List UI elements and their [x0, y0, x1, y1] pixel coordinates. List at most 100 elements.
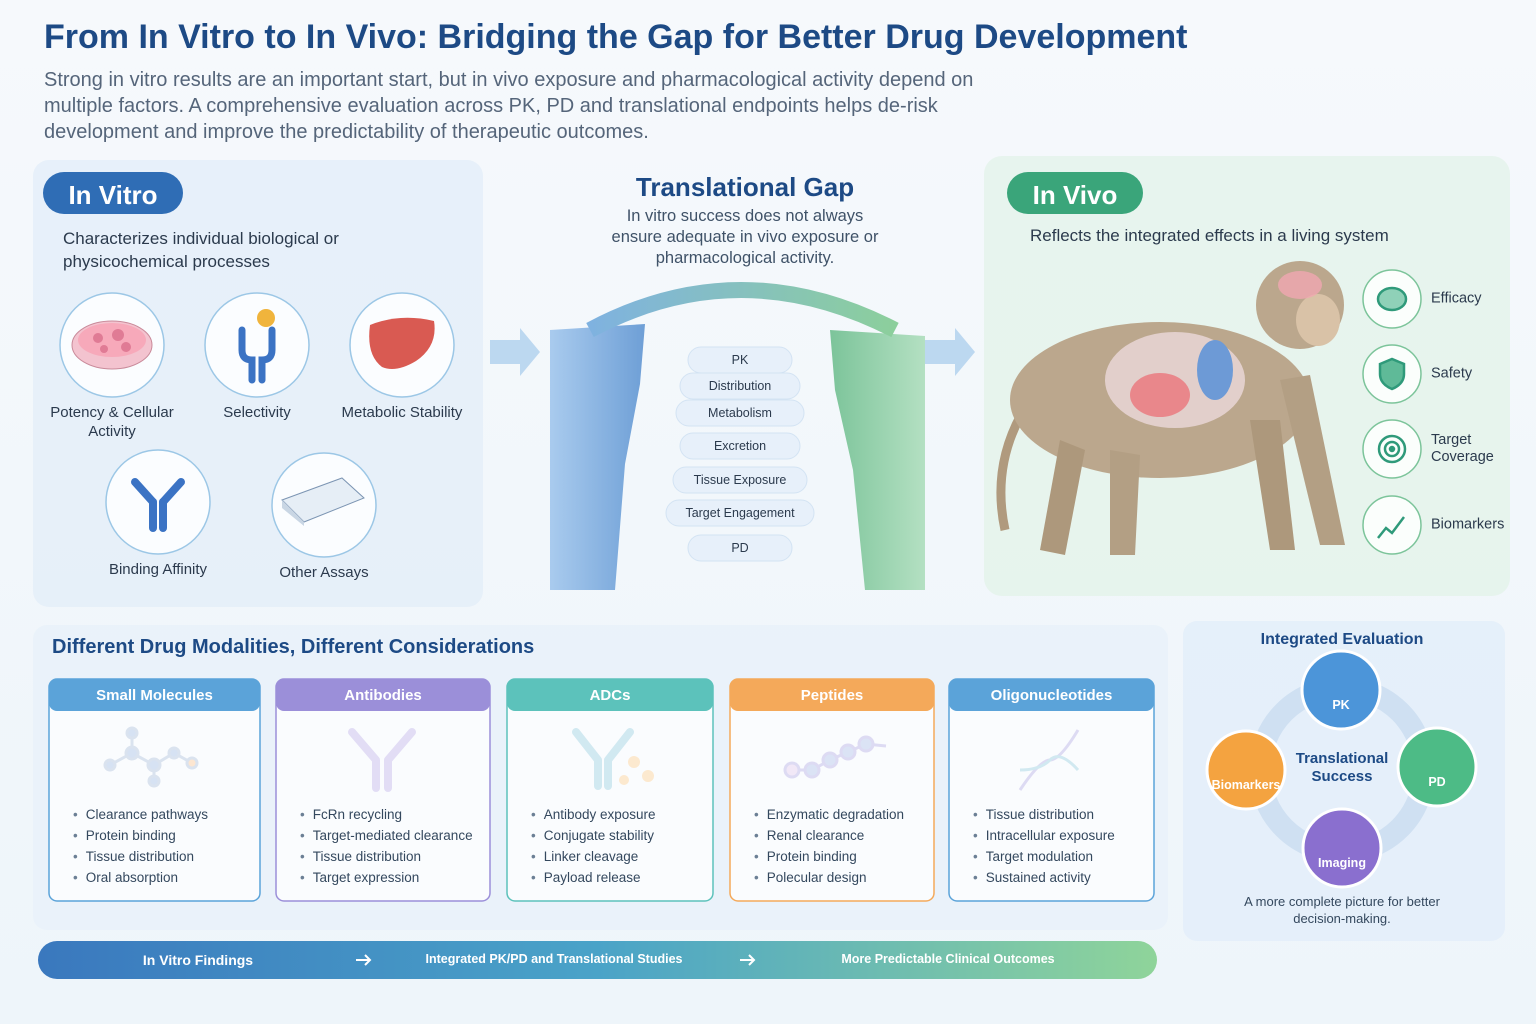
subtitle: Strong in vitro results are an important… [44, 69, 974, 143]
step-label: Metabolism [708, 406, 772, 420]
decoration [257, 309, 275, 327]
modality-card [48, 678, 261, 902]
in-vitro-badge [43, 172, 183, 214]
decoration [1280, 375, 1345, 545]
decoration [1388, 445, 1396, 453]
outcome-label: Safety [1431, 365, 1473, 382]
modality-card [506, 678, 714, 902]
modality-header [730, 679, 934, 711]
modality-point: Target modulation [973, 849, 1093, 864]
step-label: PK [731, 353, 749, 367]
modality-point: Intracellular exposure [973, 828, 1115, 843]
decoration [1040, 440, 1085, 555]
decoration [369, 317, 435, 369]
integration-node-label: PD [1428, 775, 1446, 789]
modality-header [49, 679, 260, 711]
modality-header [507, 679, 713, 711]
integration-node [1205, 729, 1287, 811]
in-vivo-description: Reflects the integrated effects in a liv… [1030, 226, 1389, 245]
modality-point: FcRn recycling [300, 807, 402, 822]
decoration [1130, 373, 1190, 417]
decoration [1362, 495, 1422, 555]
decoration [1383, 440, 1401, 458]
decoration [1278, 271, 1322, 299]
modality-point: Sustained activity [973, 870, 1091, 885]
integration-node-label: Biomarkers [1211, 778, 1281, 792]
assay-label: Binding Affinity [108, 561, 208, 578]
decoration [550, 324, 645, 590]
decoration [586, 282, 899, 338]
integrated-title: Integrated Evaluation [1260, 631, 1424, 648]
modality-header [276, 679, 490, 711]
title: From In Vitro to In Vivo: Bridging the G… [44, 18, 1188, 56]
receptor-icon [238, 309, 276, 384]
outcome-label: Target Coverage [1431, 432, 1494, 465]
assay-label: Selectivity [223, 404, 291, 421]
step-label: Distribution [708, 379, 772, 393]
flow-step: In Vitro Findings [142, 952, 254, 968]
gap-description: In vitro success does not always ensure … [611, 207, 879, 267]
decoration [112, 329, 124, 341]
flow-step: Integrated PK/PD and Translational Studi… [425, 952, 683, 966]
in-vitro-badge-text: In Vitro [68, 180, 158, 210]
decoration [105, 449, 211, 555]
modality-point: Payload release [531, 870, 641, 885]
integration-node-label: Imaging [1318, 856, 1366, 870]
outcome-label: Efficacy [1431, 290, 1482, 307]
modality-name: ADCs [589, 687, 631, 704]
outcome-glyphs [1376, 286, 1408, 539]
modality-point: Conjugate stability [531, 828, 654, 843]
modality-name: Antibodies [344, 687, 422, 704]
decoration [356, 954, 372, 966]
decoration [1110, 450, 1140, 555]
decoration [159, 478, 185, 506]
decoration [282, 500, 304, 526]
decoration [1250, 420, 1295, 550]
antibody-icon [131, 478, 185, 532]
decoration [1377, 434, 1407, 464]
step-label: Tissue Exposure [693, 473, 787, 487]
decoration [100, 345, 108, 353]
step-pill [672, 466, 808, 494]
assay-label: Metabolic Stability [341, 404, 463, 421]
step-label: PD [731, 541, 749, 555]
well-plate-icon [281, 477, 365, 526]
integration-node [1300, 649, 1382, 731]
integrated-center: Translational Success [1295, 750, 1389, 785]
modality-point: Tissue distribution [73, 849, 194, 864]
flow-step: More Predictable Clinical Outcomes [841, 952, 1055, 966]
decoration [93, 333, 103, 343]
modality-point: Tissue distribution [973, 807, 1094, 822]
integrated-panel [1183, 621, 1505, 941]
modality-point: Linker cleavage [531, 849, 639, 864]
decoration [1378, 357, 1406, 391]
modality-point: Target-mediated clearance [300, 828, 473, 843]
modality-name: Oligonucleotides [990, 687, 1113, 704]
modality-card [275, 678, 491, 902]
decoration [1377, 516, 1405, 539]
integration-node-label: PK [1332, 698, 1350, 712]
decoration [258, 326, 276, 384]
modality-point: Antibody exposure [531, 807, 656, 822]
integration-node [1396, 726, 1478, 808]
flow-arrows [356, 954, 756, 966]
decoration [1296, 294, 1340, 346]
modality-point: Enzymatic degradation [754, 807, 904, 822]
modalities-title: Different Drug Modalities, Different Con… [52, 636, 535, 658]
decoration [131, 478, 157, 506]
decoration [740, 954, 756, 966]
step-pill [687, 534, 793, 562]
modality-point: Clearance pathways [73, 807, 208, 822]
decoration [830, 330, 925, 590]
decoration [121, 342, 131, 352]
step-pill [679, 372, 801, 400]
bridge [490, 282, 975, 590]
decoration [78, 323, 146, 357]
step-pill [679, 432, 801, 460]
modality-point: Protein binding [73, 828, 176, 843]
in-vivo-badge-text: In Vivo [1032, 180, 1118, 210]
modality-point: Polecular design [754, 870, 867, 885]
outcome-icons [1362, 269, 1422, 555]
modality-name: Small Molecules [96, 687, 213, 704]
